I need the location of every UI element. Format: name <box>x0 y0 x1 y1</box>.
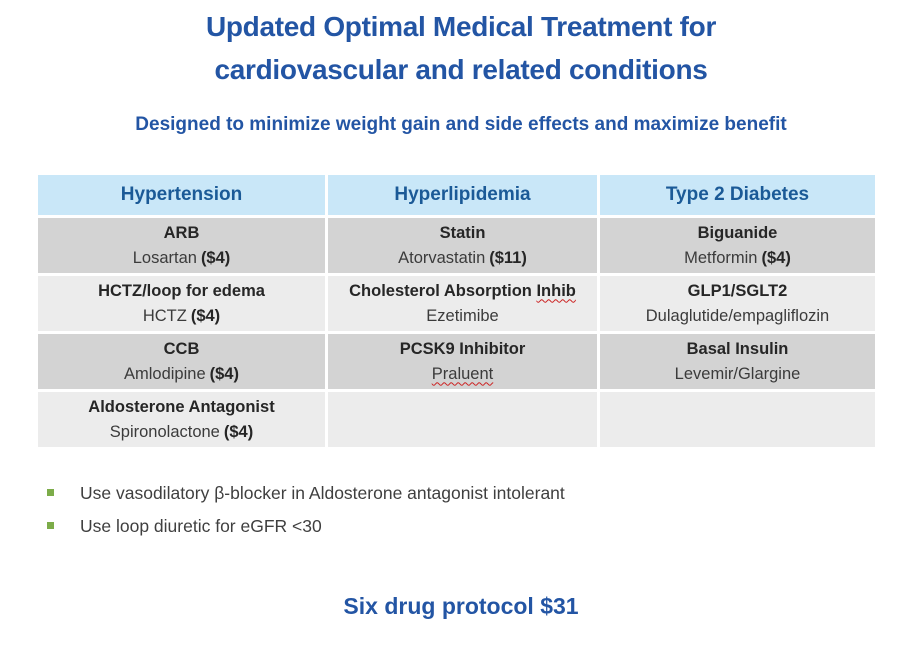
bullet-text: Use loop diuretic for eGFR <30 <box>80 516 322 536</box>
list-item: Use loop diuretic for eGFR <30 <box>47 516 565 536</box>
drug-name: Spironolactone <box>109 422 220 441</box>
slide-title-line2: cardiovascular and related conditions <box>214 54 708 85</box>
drug-class-label: ARB <box>163 223 200 242</box>
cell-statin: Statin Atorvastatin ($11) <box>328 218 597 273</box>
bullet-text: Use vasodilatory β-blocker in Aldosteron… <box>80 483 565 503</box>
cell-aldosterone-antagonist: Aldosterone Antagonist Spironolactone ($4… <box>38 392 325 447</box>
cell-empty-hyperlipidemia <box>328 392 597 447</box>
column-header-hyperlipidemia: Hyperlipidemia <box>328 175 597 215</box>
column-header-type2-diabetes: Type 2 Diabetes <box>600 175 875 215</box>
drug-name-line: Dulaglutide/empagliflozin <box>646 304 829 329</box>
drug-name-line: Spironolactone ($4) <box>110 420 253 445</box>
drug-class-text: Cholesterol Absorption <box>349 281 532 300</box>
slide-title-line1: Updated Optimal Medical Treatment for <box>205 11 717 42</box>
cell-empty-diabetes <box>600 392 875 447</box>
slide-title: Updated Optimal Medical Treatment for ca… <box>0 5 922 91</box>
cell-biguanide: Biguanide Metformin ($4) <box>600 218 875 273</box>
drug-class-label: GLP1/SGLT2 <box>687 281 788 300</box>
protocol-cost-summary: Six drug protocol $31 <box>343 593 579 619</box>
drug-class-label: PCSK9 Inhibitor <box>399 339 526 358</box>
cell-ccb: CCB Amlodipine ($4) <box>38 334 325 389</box>
cell-hctz: HCTZ/loop for edema HCTZ ($4) <box>38 276 325 331</box>
drug-class-label: HCTZ/loop for edema <box>98 281 265 300</box>
list-item: Use vasodilatory β-blocker in Aldosteron… <box>47 483 565 503</box>
drug-price: ($4) <box>761 248 791 267</box>
drug-name-line: Praluent <box>432 362 493 387</box>
drug-name-line: Ezetimibe <box>426 304 498 329</box>
slide-subtitle: Designed to minimize weight gain and sid… <box>135 114 787 135</box>
square-bullet-icon <box>47 522 54 529</box>
drug-class-label: CCB <box>163 339 200 358</box>
drug-name-line: Levemir/Glargine <box>675 362 801 387</box>
spellcheck-squiggle-word: Praluent <box>431 364 494 383</box>
spellcheck-squiggle-word: Inhib <box>536 281 576 300</box>
cell-cholesterol-absorption-inhib: Cholesterol Absorption Inhib Ezetimibe <box>328 276 597 331</box>
drug-price: ($4) <box>200 248 231 267</box>
drug-name-line: Amlodipine ($4) <box>124 362 239 387</box>
drug-class-label: Aldosterone Antagonist <box>88 397 275 416</box>
drug-price: ($4) <box>223 422 254 441</box>
drug-price: ($4) <box>190 306 221 325</box>
drug-name: Dulaglutide/empagliflozin <box>645 306 830 325</box>
treatment-table: Hypertension Hyperlipidemia Type 2 Diabe… <box>38 175 875 447</box>
column-header-hypertension: Hypertension <box>38 175 325 215</box>
notes-list: Use vasodilatory β-blocker in Aldosteron… <box>47 483 565 549</box>
drug-name: Amlodipine <box>124 364 206 383</box>
drug-price: ($4) <box>209 364 239 383</box>
drug-name: Levemir/Glargine <box>674 364 801 383</box>
drug-class-label: Basal Insulin <box>686 339 789 358</box>
cell-pcsk9-inhibitor: PCSK9 Inhibitor Praluent <box>328 334 597 389</box>
cell-glp1-sglt2: GLP1/SGLT2 Dulaglutide/empagliflozin <box>600 276 875 331</box>
drug-price: ($11) <box>489 248 527 267</box>
drug-class-label: Biguanide <box>697 223 778 242</box>
drug-name-line: Atorvastatin ($11) <box>398 246 527 271</box>
cell-arb: ARB Losartan ($4) <box>38 218 325 273</box>
drug-name-line: Metformin ($4) <box>684 246 791 271</box>
drug-name: Ezetimibe <box>426 306 499 325</box>
drug-name-line: Losartan ($4) <box>133 246 231 271</box>
drug-name-line: HCTZ ($4) <box>143 304 220 329</box>
cell-basal-insulin: Basal Insulin Levemir/Glargine <box>600 334 875 389</box>
drug-class-label: Statin <box>439 223 486 242</box>
drug-name: Metformin <box>684 248 758 267</box>
drug-name: Losartan <box>132 248 197 267</box>
drug-name: Atorvastatin <box>398 248 486 267</box>
drug-class-label: Cholesterol Absorption Inhib <box>349 279 576 304</box>
drug-name: HCTZ <box>142 306 187 325</box>
square-bullet-icon <box>47 489 54 496</box>
